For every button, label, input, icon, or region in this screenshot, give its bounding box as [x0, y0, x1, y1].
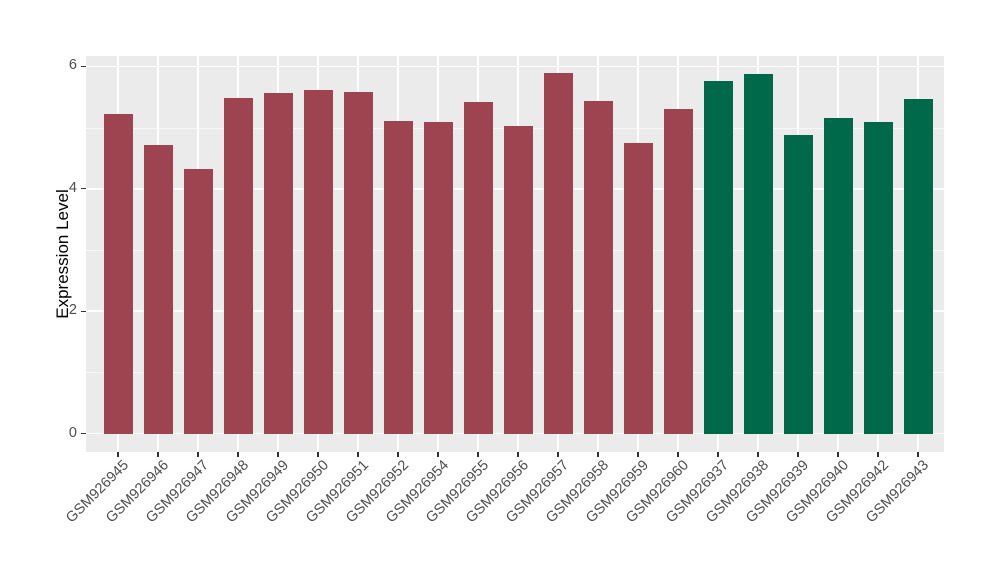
- x-tick-mark: [397, 452, 399, 457]
- y-tick-mark: [81, 188, 86, 190]
- x-tick-mark: [477, 452, 479, 457]
- bar: [823, 117, 853, 434]
- bar: [103, 114, 133, 434]
- bar: [783, 135, 813, 434]
- x-tick-mark: [237, 452, 239, 457]
- bar: [863, 122, 893, 434]
- y-tick-mark: [81, 432, 86, 435]
- x-tick-mark: [517, 452, 519, 457]
- x-tick-mark: [437, 452, 439, 457]
- bar: [503, 125, 533, 434]
- x-tick-mark: [317, 452, 319, 457]
- bar: [423, 122, 453, 434]
- bar: [583, 100, 613, 434]
- x-tick-mark: [557, 452, 559, 457]
- x-tick-mark: [837, 452, 839, 457]
- bar: [263, 92, 293, 434]
- x-tick-mark: [717, 452, 719, 457]
- x-tick-mark: [117, 452, 119, 457]
- bar: [223, 97, 253, 434]
- bar: [543, 73, 573, 434]
- bar: [903, 98, 933, 434]
- x-tick-mark: [637, 452, 639, 457]
- x-tick-mark: [597, 452, 599, 457]
- bar: [383, 120, 413, 434]
- x-tick-mark: [757, 452, 759, 457]
- gridline-major-y: [86, 65, 944, 68]
- x-tick-mark: [797, 452, 799, 457]
- x-tick-mark: [877, 452, 879, 457]
- bar: [343, 92, 373, 434]
- x-tick-mark: [277, 452, 279, 457]
- y-tick-mark: [81, 310, 86, 312]
- x-tick-mark: [357, 452, 359, 457]
- y-tick-label: 4: [68, 179, 77, 196]
- y-tick-label: 2: [68, 302, 77, 319]
- y-tick-mark: [81, 65, 86, 68]
- bar: [663, 109, 693, 434]
- y-tick-label: 0: [68, 424, 77, 441]
- plot-panel: [86, 56, 944, 452]
- bar: [303, 89, 333, 434]
- bar: [183, 168, 213, 434]
- y-axis-title: Expression Level: [53, 189, 72, 319]
- x-tick-mark: [157, 452, 159, 457]
- bar: [743, 73, 773, 434]
- x-tick-mark: [677, 452, 679, 457]
- bar: [143, 145, 173, 434]
- x-tick-mark: [917, 452, 919, 457]
- bar: [623, 142, 653, 434]
- bar: [463, 101, 493, 434]
- y-tick-label: 6: [68, 57, 77, 74]
- bar: [703, 81, 733, 434]
- x-tick-mark: [197, 452, 199, 457]
